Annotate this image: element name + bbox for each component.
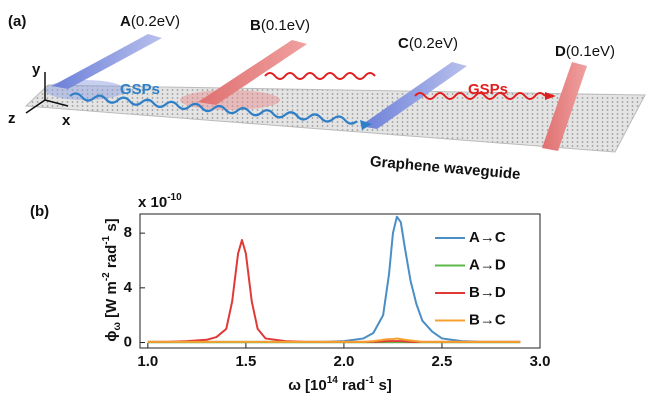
strip-label: D(0.1eV) [555, 43, 615, 60]
series-line [147, 215, 521, 343]
label-sup: -1 [101, 235, 112, 244]
strip-a [52, 34, 162, 89]
strip-energy: (0.1eV) [261, 17, 310, 34]
y-tick-label: 4 [124, 279, 133, 296]
y-tick-label: 0 [124, 333, 132, 350]
strip-energy: (0.2eV) [131, 13, 180, 30]
strip-b [198, 40, 307, 105]
strip-label: A(0.2eV) [120, 13, 180, 30]
y-tick-label: 8 [124, 224, 132, 241]
red-wave [414, 92, 546, 100]
label-part: ω [10 [288, 377, 327, 394]
legend-label: B→D [469, 284, 506, 301]
axis-arrow [44, 99, 69, 107]
label-part: ϕ [103, 330, 120, 341]
arrow-head [360, 120, 372, 130]
x-tick-label: 2.5 [432, 353, 453, 370]
label-sub: ω [112, 321, 123, 330]
y-axis-label: ϕω [W m-2 rad-1 s] [101, 218, 123, 341]
axis-label: x [62, 112, 71, 129]
legend-label: B→C [469, 311, 506, 328]
glow [180, 90, 280, 110]
wave-label: GSPs [468, 81, 508, 98]
plot: 1.0 1.5 2.0 2.5 3.0 0 4 8 A→C A→D B→D B→C [124, 213, 551, 370]
series-line [147, 238, 521, 343]
strip-energy: (0.2eV) [409, 35, 458, 52]
panel-label: (b) [30, 203, 49, 220]
glow [45, 80, 125, 100]
strip-label: C(0.2eV) [398, 35, 458, 52]
x-tick-label: 1.5 [235, 353, 256, 370]
arrow-head [545, 92, 556, 100]
diagram [24, 34, 646, 153]
axis-label: y [32, 61, 41, 78]
label-part: rad [103, 245, 120, 273]
strip-c [360, 62, 467, 129]
label-part: s] [103, 218, 120, 236]
axes-box [139, 213, 541, 349]
label-sup: 14 [327, 375, 339, 386]
strip-d [542, 62, 587, 151]
label-sup: -2 [101, 272, 112, 281]
x-tick-label: 2.0 [333, 353, 354, 370]
panel-label: (a) [8, 13, 26, 30]
strip-letter: A [120, 13, 131, 30]
x-axis-label: ω [1014 rad-1 s] [288, 375, 392, 394]
strip-letter: D [555, 43, 566, 60]
strip-letter: C [398, 35, 409, 52]
label-part: [W m [103, 281, 120, 322]
multiplier-base: x 10 [138, 194, 167, 211]
multiplier-exp: -10 [167, 192, 182, 203]
sheet-label: Graphene waveguide [369, 153, 521, 183]
legend-label: A→D [469, 256, 506, 273]
legend-label: A→C [469, 229, 506, 246]
label-sup: -1 [365, 375, 374, 386]
series-line [147, 337, 521, 343]
red-wave [264, 72, 376, 80]
strip-energy: (0.1eV) [566, 43, 615, 60]
axis-arrow [25, 99, 46, 114]
x-tick-label: 1.0 [137, 353, 158, 370]
x-tick-label: 3.0 [530, 353, 551, 370]
strip-letter: B [250, 17, 261, 34]
strip-label: B(0.1eV) [250, 17, 310, 34]
axis-label: z [8, 110, 16, 127]
multiplier: x 10-10 [138, 192, 182, 211]
wave-label: GSPs [120, 81, 160, 98]
label-part: rad [338, 377, 366, 394]
blue-wave [69, 92, 358, 125]
label-part: s] [374, 377, 392, 394]
